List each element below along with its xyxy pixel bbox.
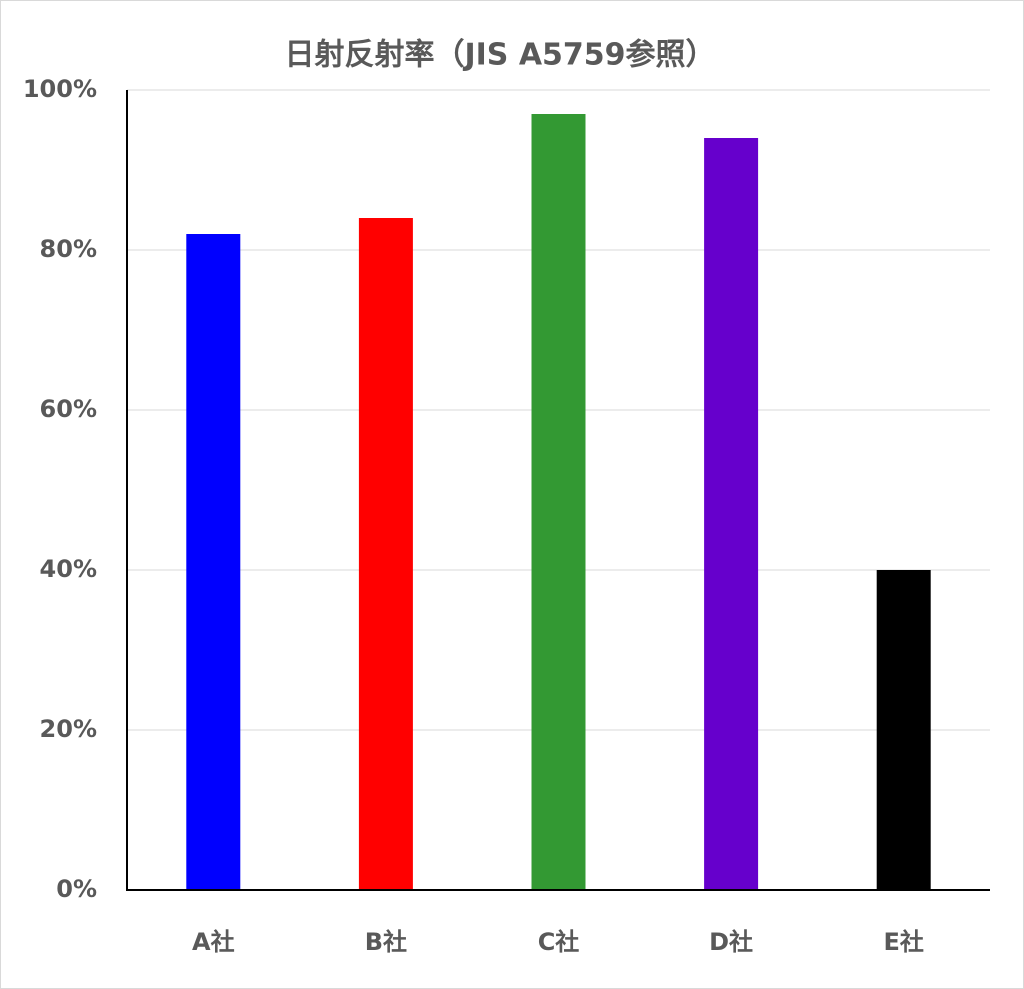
x-tick-label: B社 [365, 928, 407, 956]
bar [186, 234, 241, 890]
y-tick-label: 60% [40, 395, 97, 423]
y-tick-label: 20% [40, 715, 97, 743]
x-tick-label: E社 [883, 928, 923, 956]
y-tick-label: 0% [56, 875, 97, 903]
x-tick-label: C社 [538, 928, 580, 956]
y-tick-label: 100% [23, 75, 97, 103]
bar [531, 114, 586, 890]
bar [704, 138, 759, 890]
x-tick-label: A社 [192, 928, 235, 956]
bar [358, 218, 413, 890]
y-tick-label: 40% [40, 555, 97, 583]
chart-title: 日射反射率（JIS A5759参照） [284, 38, 715, 73]
bar [876, 570, 931, 890]
y-tick-label: 80% [40, 235, 97, 263]
x-tick-label: D社 [709, 928, 753, 956]
